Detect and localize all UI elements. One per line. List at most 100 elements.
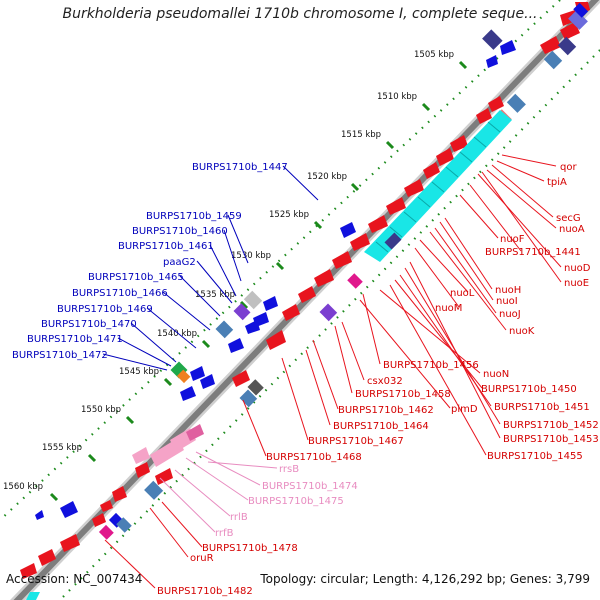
gene-arrow[interactable] — [332, 251, 352, 269]
gene-arrow[interactable] — [228, 338, 244, 353]
gene-arrow[interactable] — [476, 108, 492, 124]
rna-arrow[interactable] — [132, 447, 150, 464]
gene-label[interactable]: secG — [556, 213, 581, 224]
gene-label[interactable]: BURPS1710b_1471 — [27, 334, 123, 345]
gene-label[interactable]: BURPS1710b_1472 — [12, 350, 108, 361]
gene-arrow[interactable] — [298, 286, 316, 303]
gene-label[interactable]: csx032 — [367, 376, 403, 387]
gene-box[interactable] — [144, 480, 164, 500]
gene-label[interactable]: paaG2 — [163, 257, 196, 268]
gene-label[interactable]: BURPS1710b_1453 — [503, 434, 599, 445]
gene-label[interactable]: BURPS1710b_1451 — [494, 402, 590, 413]
gene-label[interactable]: nuoK — [509, 326, 535, 337]
gene-label[interactable]: BURPS1710b_1482 — [157, 586, 253, 597]
gene-arrow[interactable] — [500, 40, 516, 55]
gene-arrow[interactable] — [112, 486, 127, 502]
gene-box[interactable] — [506, 93, 526, 113]
gene-arrow[interactable] — [135, 462, 150, 478]
gene-arrow[interactable] — [350, 233, 370, 251]
gene-label[interactable]: BURPS1710b_1462 — [338, 405, 434, 416]
gene-box[interactable] — [247, 379, 264, 396]
gene-label[interactable]: nuoF — [500, 234, 525, 245]
gene-label[interactable]: nuoI — [496, 296, 518, 307]
gene-label[interactable]: nuoA — [559, 224, 585, 235]
gene-label[interactable]: BURPS1710b_1447 — [192, 162, 288, 173]
gene-label[interactable]: BURPS1710b_1464 — [333, 421, 429, 432]
gene-label[interactable]: nuoL — [450, 288, 475, 299]
rna-arrow[interactable] — [186, 424, 204, 441]
gene-arrow[interactable] — [340, 222, 356, 238]
gene-label[interactable]: BURPS1710b_1459 — [146, 211, 242, 222]
gene-box[interactable] — [176, 369, 191, 384]
gene-arrow[interactable] — [92, 513, 106, 527]
gene-label[interactable]: BURPS1710b_1475 — [248, 496, 344, 507]
gene-label[interactable]: nuoD — [564, 263, 591, 274]
gene-arrow[interactable] — [245, 320, 260, 334]
gene-label[interactable]: nuoN — [483, 369, 509, 380]
gene-label[interactable]: nuoE — [564, 278, 589, 289]
gene-arrow[interactable] — [232, 370, 250, 387]
gene-arrow[interactable] — [386, 197, 406, 215]
gene-arrow[interactable] — [486, 55, 498, 68]
gene-arrow[interactable] — [314, 269, 334, 287]
gene-label[interactable]: nuoH — [495, 285, 521, 296]
gene-label[interactable]: BURPS1710b_1458 — [355, 389, 451, 400]
gene-box[interactable] — [573, 2, 589, 18]
gene-arrow[interactable] — [404, 179, 424, 197]
gene-arrow[interactable] — [266, 330, 286, 350]
gene-label[interactable]: BURPS1710b_1469 — [57, 304, 153, 315]
gene-label[interactable]: BURPS1710b_1468 — [266, 452, 362, 463]
gene-box[interactable] — [239, 389, 258, 408]
gene-label[interactable]: BURPS1710b_1441 — [485, 247, 581, 258]
gene-arrow[interactable] — [38, 549, 56, 566]
gene-arrow[interactable] — [20, 563, 37, 579]
gene-label[interactable]: BURPS1710b_1452 — [503, 420, 599, 431]
gene-box[interactable] — [557, 36, 577, 56]
gene-label[interactable]: BURPS1710b_1450 — [481, 384, 577, 395]
gene-box[interactable] — [116, 517, 132, 533]
gene-box[interactable] — [482, 29, 503, 50]
gene-label[interactable]: BURPS1710b_1474 — [262, 481, 358, 492]
gene-arrow[interactable] — [488, 96, 504, 112]
gene-label[interactable]: nuoJ — [499, 309, 521, 320]
gene-label[interactable]: qor — [560, 162, 577, 173]
gene-label[interactable]: rrfB — [215, 528, 234, 539]
gene-label[interactable]: BURPS1710b_1466 — [72, 288, 168, 299]
gene-arrow[interactable] — [450, 135, 468, 152]
gene-box[interactable] — [384, 232, 402, 250]
gene-arrow[interactable] — [560, 22, 580, 40]
gene-label[interactable]: BURPS1710b_1467 — [308, 436, 404, 447]
gene-arrow[interactable] — [436, 148, 454, 166]
gene-label[interactable]: BURPS1710b_1455 — [487, 451, 583, 462]
gene-arrow[interactable] — [60, 534, 80, 552]
gene-label[interactable]: oruR — [190, 553, 214, 564]
gene-box[interactable] — [319, 303, 338, 322]
gene-box[interactable] — [347, 273, 363, 289]
gene-box[interactable] — [243, 290, 263, 310]
gene-label[interactable]: tpiA — [547, 177, 567, 188]
gene-box[interactable] — [543, 50, 563, 70]
gene-arrow[interactable] — [423, 162, 440, 179]
gene-arrow[interactable] — [100, 500, 113, 512]
gene-box[interactable] — [98, 524, 114, 540]
gene-label[interactable]: BURPS1710b_1461 — [118, 241, 214, 252]
gene-arrow[interactable] — [540, 36, 561, 54]
gene-label[interactable]: BURPS1710b_1456 — [383, 360, 479, 371]
gene-label[interactable]: nuoM — [435, 303, 462, 314]
gene-label[interactable]: rrlB — [230, 512, 248, 523]
gene-arrow[interactable] — [190, 366, 205, 381]
gene-label[interactable]: BURPS1710b_1460 — [132, 226, 228, 237]
gene-arrow[interactable] — [60, 501, 78, 518]
gene-label[interactable]: BURPS1710b_1478 — [202, 543, 298, 554]
gene-arrow[interactable] — [155, 468, 173, 485]
gene-label[interactable]: pimD — [451, 404, 478, 415]
gene-box[interactable] — [233, 303, 251, 321]
gene-arrow[interactable] — [263, 296, 278, 311]
gene-arrow[interactable] — [180, 386, 196, 401]
gene-arrow[interactable] — [368, 215, 388, 233]
gene-box[interactable] — [568, 10, 588, 30]
gene-label[interactable]: rrsB — [279, 464, 299, 475]
gene-label[interactable]: BURPS1710b_1465 — [88, 272, 184, 283]
gene-arrow[interactable] — [282, 304, 300, 321]
gene-arrow[interactable] — [35, 510, 44, 520]
